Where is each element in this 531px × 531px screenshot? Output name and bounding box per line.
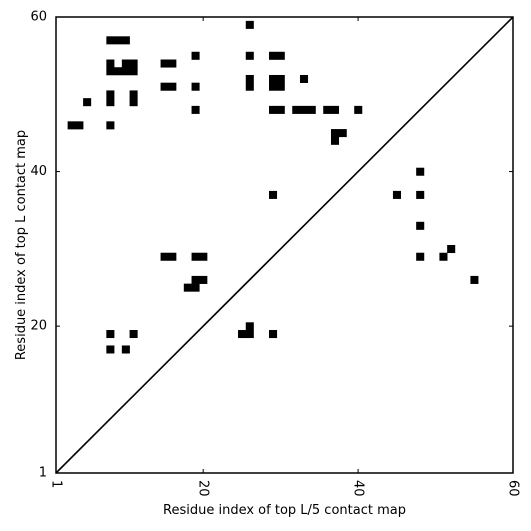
y-tick-label: 40 bbox=[30, 164, 47, 179]
contact-cell-upper bbox=[269, 74, 278, 83]
contact-cell-lower bbox=[416, 167, 425, 176]
x-tick-label: 1 bbox=[49, 480, 64, 488]
contact-cell-lower bbox=[269, 330, 278, 339]
contact-cell-lower bbox=[447, 245, 456, 254]
contact-cell-lower bbox=[191, 283, 200, 292]
contact-cell-upper bbox=[160, 59, 169, 68]
contact-cell-upper bbox=[129, 98, 138, 107]
contact-cell-upper bbox=[276, 82, 285, 91]
contact-cell-lower bbox=[245, 322, 254, 331]
contact-cell-upper bbox=[245, 74, 254, 83]
contact-cell-lower bbox=[416, 252, 425, 261]
contact-cell-lower bbox=[191, 275, 200, 284]
y-axis-ticks: 1 20 40 60 bbox=[30, 10, 513, 481]
contact-cell-upper bbox=[276, 105, 285, 114]
contact-cell-upper bbox=[191, 105, 200, 114]
contact-cell-upper bbox=[168, 59, 177, 68]
contact-cell-lower bbox=[168, 252, 177, 261]
contact-cell-upper bbox=[129, 67, 138, 76]
x-tick-label: 60 bbox=[506, 480, 521, 497]
contact-cell-lower bbox=[129, 330, 138, 339]
x-tick-label: 20 bbox=[196, 480, 211, 497]
contact-cell-upper bbox=[338, 129, 347, 138]
contact-cell-upper bbox=[121, 36, 130, 45]
contact-cell-upper bbox=[330, 129, 340, 138]
contact-cell-lower bbox=[191, 252, 200, 261]
contact-cell-upper bbox=[121, 59, 130, 68]
contact-cell-upper bbox=[245, 20, 254, 29]
contact-cell-upper bbox=[106, 90, 115, 99]
contact-cell-upper bbox=[191, 82, 200, 91]
contact-cell-lower bbox=[245, 330, 254, 339]
contact-cell-upper bbox=[114, 36, 123, 45]
contact-cell-upper bbox=[75, 121, 84, 130]
y-axis-label: Residue index of top L contact map bbox=[14, 130, 29, 360]
contact-cell-upper bbox=[129, 90, 138, 99]
contact-cell-lower bbox=[160, 252, 169, 261]
contact-cell-lower bbox=[183, 283, 192, 292]
plot-frame bbox=[55, 16, 514, 474]
contact-cell-lower bbox=[106, 330, 115, 339]
contact-cell-upper bbox=[276, 74, 285, 83]
contact-cell-lower bbox=[199, 275, 208, 284]
contact-cell-upper bbox=[106, 121, 115, 130]
contact-cell-upper bbox=[106, 67, 115, 76]
contact-cell-upper bbox=[160, 82, 169, 91]
contact-cell-lower bbox=[269, 190, 278, 199]
contact-cell-upper bbox=[269, 82, 278, 91]
contact-cell-upper bbox=[83, 98, 92, 107]
contact-cell-upper bbox=[323, 105, 332, 114]
contact-cell-upper bbox=[106, 59, 115, 68]
contact-cell-lower bbox=[199, 252, 208, 261]
contact-cell-upper bbox=[330, 105, 340, 114]
contact-cell-upper bbox=[121, 67, 130, 76]
y-tick-label: 1 bbox=[39, 466, 47, 481]
contact-cell-lower bbox=[106, 345, 115, 354]
contact-cell-upper bbox=[269, 51, 278, 60]
diagonal-line bbox=[55, 16, 514, 474]
contact-cell-upper bbox=[292, 105, 301, 114]
contact-cell-upper bbox=[114, 67, 123, 76]
contact-cell-upper bbox=[245, 51, 254, 60]
contact-cell-lower bbox=[416, 190, 425, 199]
x-tick-label: 40 bbox=[351, 480, 366, 497]
contact-cell-upper bbox=[191, 51, 200, 60]
y-tick-label: 60 bbox=[30, 10, 47, 25]
contact-cell-lower bbox=[470, 275, 479, 284]
x-axis-ticks: 1 20 40 60 bbox=[49, 17, 521, 497]
contact-cell-upper bbox=[168, 82, 177, 91]
contact-cell-upper bbox=[299, 74, 309, 83]
contact-cell-upper bbox=[269, 105, 278, 114]
contact-cell-upper bbox=[67, 121, 76, 130]
contact-cell-upper bbox=[106, 36, 115, 45]
contact-cell-upper bbox=[106, 98, 115, 107]
contact-cell-upper bbox=[330, 136, 340, 145]
contact-cell-upper bbox=[276, 51, 285, 60]
contact-cell-upper bbox=[354, 105, 363, 114]
contact-cell-lower bbox=[392, 190, 401, 199]
contact-cell-lower bbox=[238, 330, 247, 339]
contact-cell-lower bbox=[121, 345, 130, 354]
x-axis-label: Residue index of top L/5 contact map bbox=[163, 503, 406, 518]
contact-cell-upper bbox=[307, 105, 316, 114]
contact-cell-upper bbox=[299, 105, 309, 114]
contact-cell-lower bbox=[416, 221, 425, 230]
contact-cells bbox=[67, 20, 479, 354]
contact-cell-upper bbox=[129, 59, 138, 68]
contact-cell-lower bbox=[439, 252, 448, 261]
contact-cell-upper bbox=[245, 82, 254, 91]
y-tick-label: 20 bbox=[30, 319, 47, 334]
